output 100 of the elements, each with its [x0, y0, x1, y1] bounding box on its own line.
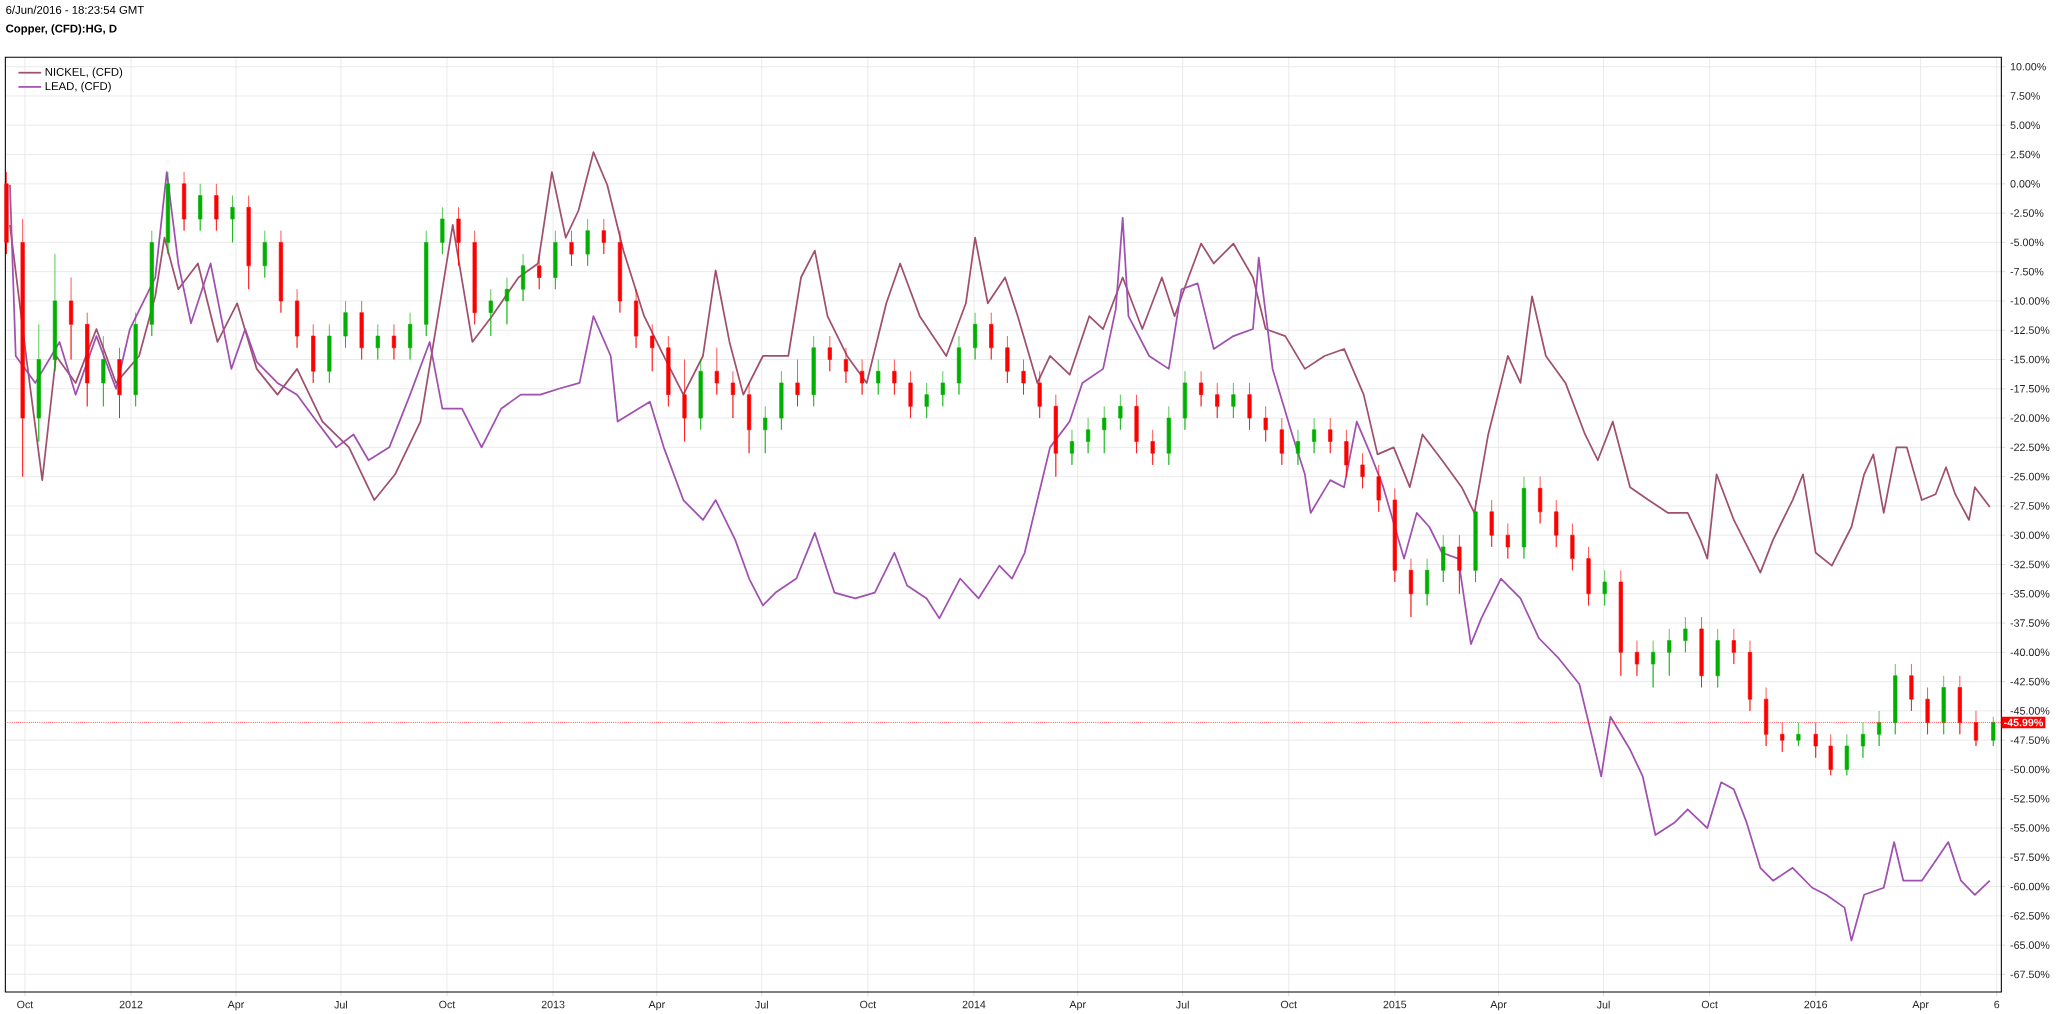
y-tick-label: -25.00%: [2010, 472, 2050, 481]
candlestick: [1295, 429, 1301, 466]
candlestick: [1473, 499, 1478, 583]
y-tick-label: -67.50%: [2010, 970, 2050, 979]
candlestick: [246, 195, 251, 290]
x-tick-label: Jul: [334, 1000, 347, 1009]
x-tick-label: Apr: [648, 1000, 665, 1011]
candlestick: [973, 312, 978, 360]
y-tick-label: -50.00%: [2010, 765, 2050, 774]
x-tick-label: Oct: [17, 1000, 34, 1009]
candlestick: [747, 382, 752, 454]
candlestick: [521, 253, 526, 302]
candlestick: [1813, 722, 1818, 759]
candlestick: [1651, 640, 1656, 688]
candlestick: [843, 347, 849, 384]
candlestick: [1199, 370, 1204, 407]
candlestick: [311, 324, 316, 384]
candlestick: [569, 230, 574, 267]
candlestick: [811, 335, 816, 407]
y-tick-label: 10.00%: [2010, 62, 2046, 71]
y-tick-label: 0.00%: [2010, 180, 2040, 188]
candlestick: [85, 312, 90, 407]
y-tick-label: -15.00%: [2010, 355, 2050, 364]
candlestick: [827, 335, 832, 372]
candlestick: [1941, 675, 1946, 735]
x-tick-label: 2013: [541, 1000, 565, 1009]
line-series: [9, 171, 1991, 942]
candlestick: [391, 324, 397, 360]
candlestick: [1602, 569, 1607, 606]
candlestick: [650, 324, 655, 372]
y-tick-label: 2.50%: [2010, 150, 2040, 159]
candlestick: [1893, 663, 1898, 735]
x-tick-label: Oct: [860, 1000, 877, 1009]
candlestick: [730, 370, 736, 419]
y-tick-label: -57.50%: [2010, 853, 2050, 862]
candlestick: [924, 382, 929, 419]
legend-label: LEAD, (CFD): [45, 81, 111, 93]
candlestick: [278, 230, 283, 313]
candlestick: [1344, 429, 1349, 477]
candlestick: [375, 324, 380, 360]
y-tick-label: -30.00%: [2010, 531, 2050, 539]
x-tick-label: Oct: [439, 1000, 456, 1009]
candlestick: [214, 183, 219, 232]
candlestick: [1586, 546, 1591, 606]
chart-title: Copper, (CFD):HG, D: [6, 24, 117, 35]
y-tick-label: -52.50%: [2010, 794, 2050, 803]
candlestick: [1086, 417, 1091, 454]
x-tick-label: 2012: [119, 1000, 143, 1009]
text: 6/Jun/2016 - 18:23:54 GMT: [6, 5, 144, 14]
candlestick: [504, 277, 510, 325]
candlestick: [1505, 523, 1510, 559]
x-tick-label: Oct: [1280, 1000, 1297, 1009]
candlestick: [69, 277, 74, 360]
candlestick: [601, 218, 606, 255]
x-tick-label: Jul: [1596, 1000, 1610, 1009]
candlestick: [860, 359, 865, 395]
x-tick-label: Jul: [755, 1000, 768, 1009]
candlestick: [1376, 464, 1381, 513]
candlestick: [472, 230, 477, 325]
candlestick: [1037, 370, 1042, 419]
candlestick: [1618, 569, 1623, 677]
candlestick: [1780, 722, 1785, 753]
candlestick: [876, 359, 881, 395]
candlestick: [1005, 335, 1010, 384]
y-tick-label: -40.00%: [2010, 648, 2050, 657]
candlestick: [1828, 733, 1833, 776]
candlestick: [488, 288, 493, 337]
candlestick: [408, 312, 413, 360]
y-tick-label: -20.00%: [2010, 414, 2050, 422]
candlestick: [1166, 406, 1171, 466]
candlestick: [20, 218, 25, 477]
y-tick-label: -62.50%: [2010, 912, 2050, 920]
candlestick: [1247, 382, 1252, 431]
y-tick-label: -60.00%: [2010, 882, 2050, 891]
candlestick: [1699, 616, 1704, 688]
candlestick: [149, 230, 154, 337]
candlestick: [359, 300, 364, 360]
candlestick: [295, 288, 300, 349]
candlestick: [585, 218, 590, 267]
candlestick: [537, 253, 542, 290]
y-tick-label: -42.50%: [2010, 677, 2050, 686]
candlestick: [1570, 523, 1575, 571]
candlestick: [1150, 429, 1155, 466]
x-tick-label: Oct: [1701, 1000, 1718, 1009]
candlestick: [1118, 394, 1123, 431]
candlestick: [101, 335, 106, 407]
candlestick: [343, 300, 348, 349]
candlestick: [1877, 710, 1882, 747]
candlestick: [1538, 476, 1543, 524]
y-tick-label: -5.00%: [2010, 238, 2044, 247]
candlestick: [1554, 499, 1559, 548]
y-tick-label: -12.50%: [2010, 326, 2050, 334]
candlestick: [1796, 722, 1801, 747]
candlestick: [1489, 499, 1494, 548]
candlestick: [714, 347, 719, 395]
y-tick-label: -17.50%: [2010, 385, 2050, 393]
candlestick: [36, 324, 41, 442]
x-tick-label: 2014: [962, 1000, 986, 1009]
candlestick: [182, 171, 187, 232]
candlestick: [1667, 628, 1672, 677]
